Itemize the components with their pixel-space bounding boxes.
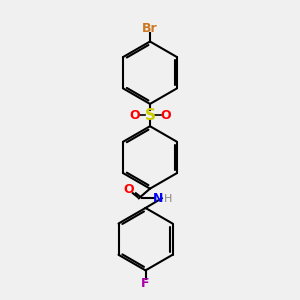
Text: O: O	[129, 109, 140, 122]
Text: H: H	[164, 194, 172, 204]
Text: O: O	[160, 109, 171, 122]
Text: N: N	[153, 192, 164, 205]
Text: Br: Br	[142, 22, 158, 34]
Text: S: S	[145, 108, 155, 123]
Text: O: O	[124, 183, 134, 196]
Text: F: F	[141, 277, 150, 290]
